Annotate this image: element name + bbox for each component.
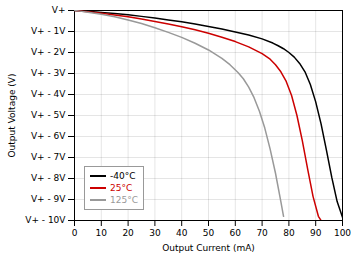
- svg-text:V+ - 6V: V+ - 6V: [31, 131, 66, 141]
- svg-text:100: 100: [334, 228, 351, 238]
- svg-text:V+ - 8V: V+ - 8V: [31, 173, 66, 183]
- svg-text:V+: V+: [52, 5, 66, 15]
- html-text:25°C: 25°C: [110, 183, 133, 193]
- svg-text:80: 80: [283, 228, 295, 238]
- svg-text:90: 90: [310, 228, 322, 238]
- svg-text:40: 40: [176, 228, 188, 238]
- svg-text:V+ - 3V: V+ - 3V: [31, 68, 66, 78]
- svg-text:Output Current (mA): Output Current (mA): [162, 243, 255, 253]
- svg-text:60: 60: [230, 228, 242, 238]
- html-text:125°C: 125°C: [110, 195, 138, 205]
- svg-text:V+ - 9V: V+ - 9V: [31, 194, 66, 204]
- svg-text:20: 20: [122, 228, 134, 238]
- svg-text:V+ - 2V: V+ - 2V: [31, 47, 66, 57]
- svg-text:V+ - 4V: V+ - 4V: [31, 89, 66, 99]
- svg-text:0: 0: [72, 228, 78, 238]
- svg-text:V+ - 10V: V+ - 10V: [25, 215, 66, 225]
- svg-text:Output Voltage (V): Output Voltage (V): [7, 74, 17, 158]
- svg-text:70: 70: [256, 228, 268, 238]
- svg-text:V+ - 7V: V+ - 7V: [31, 152, 66, 162]
- svg-text:30: 30: [149, 228, 161, 238]
- svg-text:10: 10: [96, 228, 108, 238]
- html-text:-40°C: -40°C: [110, 171, 136, 181]
- svg-text:50: 50: [203, 228, 215, 238]
- svg-text:V+ - 5V: V+ - 5V: [31, 110, 66, 120]
- svg-text:V+ - 1V: V+ - 1V: [31, 26, 66, 36]
